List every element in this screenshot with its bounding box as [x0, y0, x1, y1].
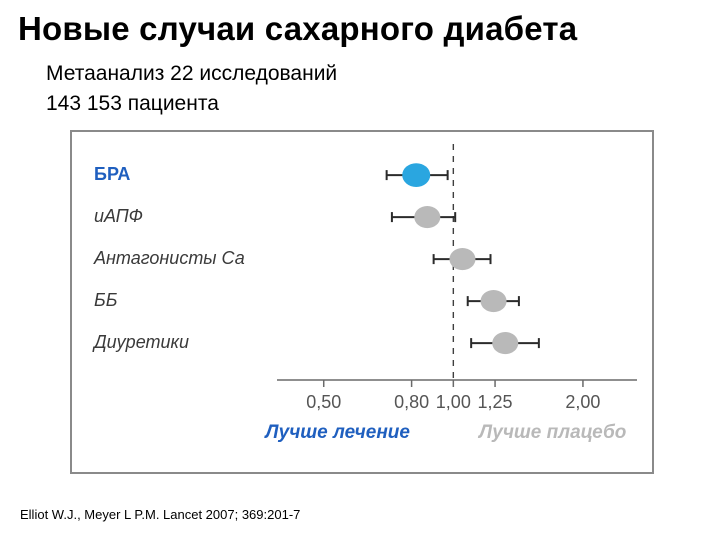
citation: Elliot W.J., Meyer L P.M. Lancet 2007; 3… — [20, 507, 300, 522]
direction-label-right: Лучше плацебо — [477, 422, 626, 443]
x-tick-label: 0,50 — [306, 392, 341, 412]
point-marker — [414, 206, 440, 228]
page-title: Новые случаи сахарного диабета — [18, 10, 577, 48]
x-tick-label: 0,80 — [394, 392, 429, 412]
point-marker — [449, 248, 475, 270]
row-label: ББ — [94, 290, 118, 310]
row-label: БРА — [94, 164, 130, 184]
forest-plot: БРА иАПФ Антагонисты Са ББ Диуретики 0,50 0,80… — [70, 130, 654, 474]
point-marker — [402, 163, 430, 187]
direction-label-left: Лучше лечение — [263, 422, 410, 443]
x-tick-label: 2,00 — [565, 392, 600, 412]
point-marker — [492, 332, 518, 354]
x-tick-label: 1,25 — [478, 392, 513, 412]
forest-plot-svg: БРА иАПФ Антагонисты Са ББ Диуретики 0,50 0,80… — [72, 132, 652, 472]
subtitle-line1: Метаанализ 22 исследований — [46, 62, 337, 86]
point-marker — [481, 290, 507, 312]
row-label: иАПФ — [94, 206, 143, 226]
subtitle-line2: 143 153 пациента — [46, 92, 219, 116]
row-label: Диуретики — [92, 332, 189, 352]
row-label: Антагонисты Са — [93, 248, 245, 268]
x-tick-label: 1,00 — [436, 392, 471, 412]
